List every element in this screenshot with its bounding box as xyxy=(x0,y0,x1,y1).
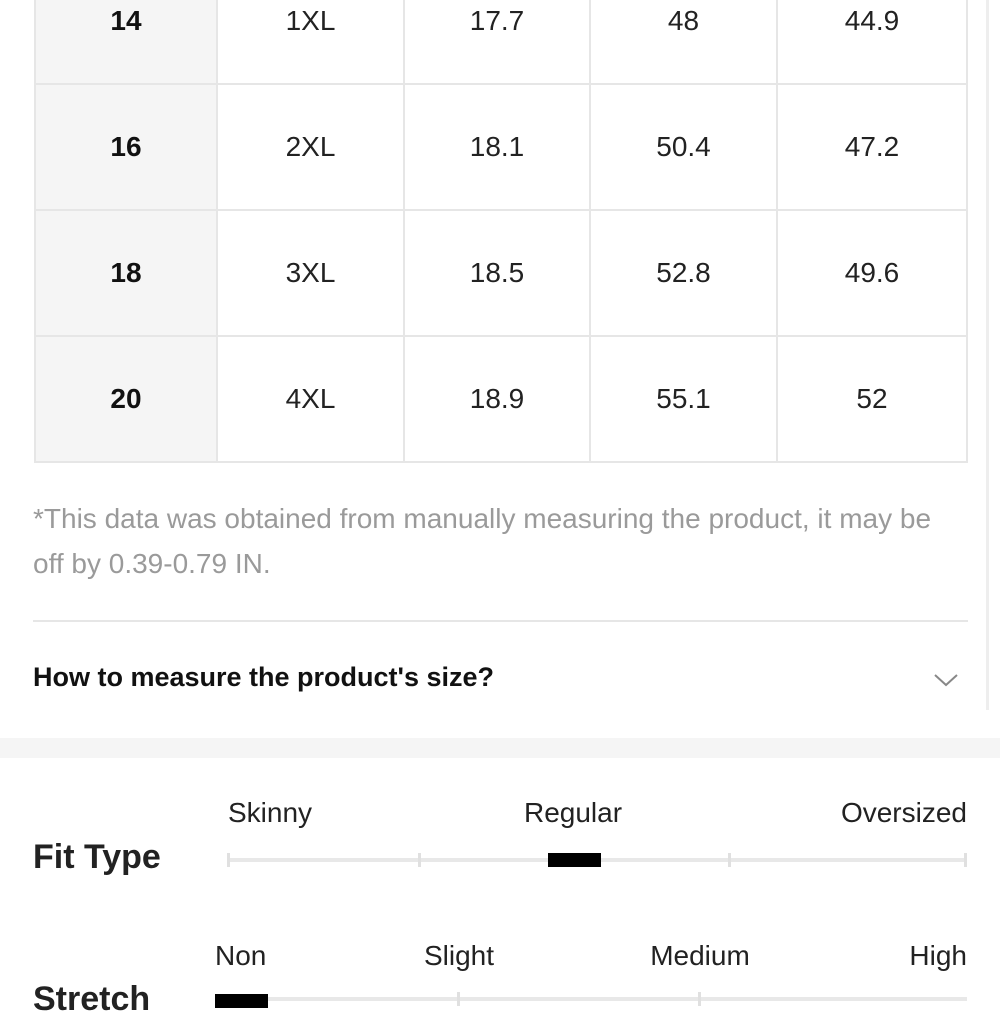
row-header-cell: 16 xyxy=(34,85,218,211)
how-to-measure[interactable]: How to measure the product's size? xyxy=(33,662,495,692)
tick xyxy=(728,853,731,867)
table-cell: 2XL xyxy=(218,85,405,211)
row-header-cell: 18 xyxy=(34,211,218,337)
table-cell: 18.9 xyxy=(405,337,591,463)
scale-label: Regular xyxy=(523,797,623,828)
row-header-cell: 14 xyxy=(34,0,218,85)
row-header-cell: 20 xyxy=(34,337,218,463)
scale-label: Skinny xyxy=(228,797,313,828)
table-cell: 44.9 xyxy=(778,0,968,85)
section-gap xyxy=(0,738,1000,758)
scale-label: Slight xyxy=(423,940,495,971)
scrollbar xyxy=(986,0,989,710)
table-cell: 48 xyxy=(591,0,778,85)
fit-marker xyxy=(548,853,601,867)
table-cell: 55.1 xyxy=(591,337,778,463)
table-cell: 50.4 xyxy=(591,85,778,211)
divider xyxy=(33,620,968,622)
table-cell: 52.8 xyxy=(591,211,778,337)
chevron[interactable] xyxy=(932,670,960,690)
tick xyxy=(698,992,701,1006)
tick xyxy=(964,853,967,867)
note: *This data was obtained from manually me… xyxy=(33,503,932,579)
table-cell: 47.2 xyxy=(778,85,968,211)
table-cell: 1XL xyxy=(218,0,405,85)
tick xyxy=(418,853,421,867)
table-cell: 49.6 xyxy=(778,211,968,337)
table-cell: 4XL xyxy=(218,337,405,463)
tick xyxy=(457,992,460,1006)
table-cell: 18.5 xyxy=(405,211,591,337)
table-cell: 17.7 xyxy=(405,0,591,85)
tick xyxy=(227,853,230,867)
scale-label: Medium xyxy=(650,940,750,971)
scale-label: High xyxy=(909,940,967,971)
table-cell: 18.1 xyxy=(405,85,591,211)
fit-type-label: Fit Type xyxy=(33,838,161,876)
table-cell: 52 xyxy=(778,337,968,463)
track xyxy=(215,997,967,1001)
size-table: 14 1XL 17.7 48 44.9 16 2XL 18.1 50.4 47.2 18 3XL 18.… xyxy=(0,0,1000,470)
stretch-marker xyxy=(215,994,268,1008)
table-cell: 3XL xyxy=(218,211,405,337)
scale-label: Non xyxy=(215,940,267,971)
scale-label: Oversized xyxy=(840,797,967,828)
